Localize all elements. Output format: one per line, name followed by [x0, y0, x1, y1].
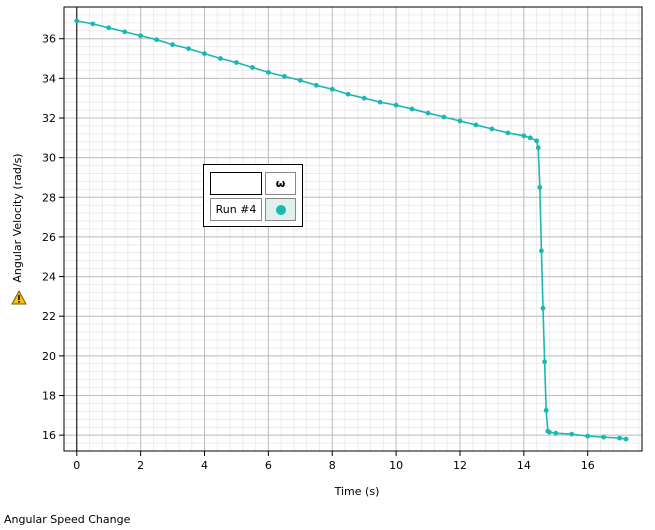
data-point: [546, 429, 552, 435]
data-point: [505, 130, 511, 136]
y-axis-title: Angular Velocity (rad/s): [11, 153, 24, 282]
legend-run-label[interactable]: Run #4: [210, 198, 262, 221]
data-point: [457, 118, 463, 124]
chart-title: Angular Speed Change: [4, 513, 131, 526]
data-point: [539, 248, 544, 254]
x-tick-label: 2: [137, 459, 144, 472]
y-tick-label: 32: [42, 112, 56, 125]
minor-grid: [64, 6, 642, 451]
data-point: [90, 21, 96, 27]
data-point: [122, 29, 128, 35]
data-point: [535, 145, 541, 151]
y-tick-label: 24: [42, 271, 56, 284]
y-tick-label: 28: [42, 191, 56, 204]
data-point: [154, 37, 160, 43]
data-point: [74, 18, 80, 24]
y-tick-label: 36: [42, 33, 56, 46]
legend-header-blank-cell: [210, 172, 262, 195]
x-tick-label: 4: [201, 459, 208, 472]
legend-symbol-header: ω: [265, 172, 296, 195]
data-point: [542, 359, 548, 365]
data-point: [361, 95, 367, 101]
legend[interactable]: ω Run #4: [203, 164, 303, 227]
x-tick-label: 6: [265, 459, 272, 472]
data-point: [534, 138, 540, 144]
legend-marker-cell[interactable]: [265, 198, 296, 221]
data-point: [377, 99, 383, 105]
y-axis: 16 18 20 22 24 26 28 30 32 34 36: [42, 33, 64, 442]
y-tick-label: 18: [42, 390, 56, 403]
series-run-4: [74, 18, 629, 442]
data-point: [527, 135, 533, 141]
y-tick-label: 34: [42, 72, 56, 85]
plot-area: [63, 6, 643, 452]
x-axis-title: Time (s): [334, 485, 380, 498]
y-tick-label: 26: [42, 231, 56, 244]
y-tick-label: 30: [42, 152, 56, 165]
data-point: [623, 436, 629, 442]
x-tick-label: 12: [453, 459, 467, 472]
data-point: [537, 184, 543, 190]
data-point: [601, 434, 607, 440]
data-point: [186, 46, 191, 52]
data-point: [170, 42, 175, 48]
data-point: [250, 65, 255, 70]
data-point: [553, 430, 559, 436]
y-tick-label: 16: [42, 429, 56, 442]
data-point: [617, 435, 623, 441]
data-point: [313, 82, 319, 88]
data-point: [473, 122, 479, 128]
data-point: [106, 25, 112, 31]
x-tick-label: 16: [581, 459, 595, 472]
y-tick-label: 22: [42, 310, 56, 323]
legend-marker-dot: [275, 204, 286, 215]
data-point: [409, 106, 415, 112]
data-point: [489, 126, 495, 132]
x-axis: 0 2 4 6 8 10 12 14 16: [73, 451, 595, 472]
data-point: [297, 77, 303, 83]
data-point: [265, 70, 271, 75]
x-tick-label: 8: [329, 459, 336, 472]
data-point: [345, 91, 351, 97]
data-point: [281, 73, 287, 79]
data-point: [585, 433, 591, 439]
data-point: [569, 431, 575, 437]
data-point: [425, 110, 431, 116]
data-point: [218, 56, 223, 61]
data-point: [234, 60, 239, 65]
y-tick-label: 20: [42, 350, 56, 363]
x-tick-label: 10: [389, 459, 403, 472]
x-tick-label: 0: [73, 459, 80, 472]
data-point: [521, 133, 527, 139]
data-point: [138, 33, 144, 39]
series-line: [76, 20, 627, 440]
x-tick-label: 14: [517, 459, 531, 472]
data-point: [540, 305, 546, 311]
data-point: [543, 407, 549, 413]
data-point: [202, 51, 207, 56]
data-point: [441, 114, 447, 120]
data-point: [393, 102, 399, 108]
warning-triangle-icon[interactable]: [11, 289, 27, 305]
data-point: [329, 86, 335, 92]
